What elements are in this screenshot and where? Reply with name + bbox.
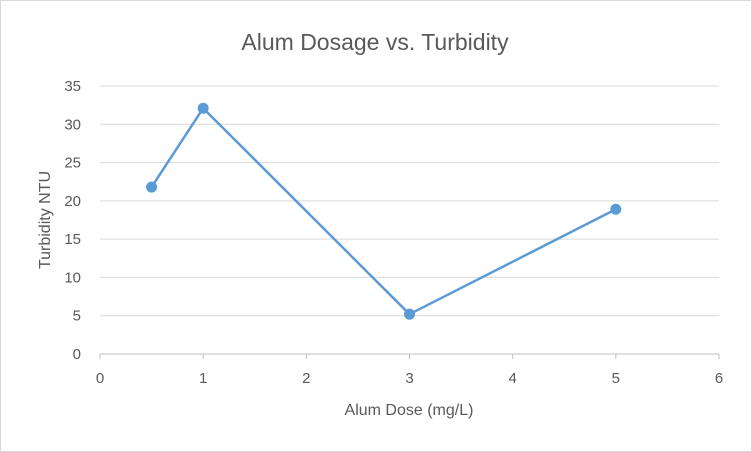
y-axis-title: Turbidity NTU [37,171,54,269]
gridlines [100,85,719,317]
x-tick-label: 3 [405,370,413,387]
y-tick-label: 30 [64,116,81,133]
y-tick-label: 35 [64,78,81,95]
y-tick-label: 15 [64,231,81,248]
y-tick-label: 25 [64,155,81,172]
x-tick-label: 6 [715,370,723,387]
y-tick-label: 0 [73,346,81,363]
data-point [404,308,415,320]
x-tick-label: 0 [96,370,104,387]
y-tick-label: 20 [64,193,81,210]
x-tick-label: 2 [302,370,310,387]
data-point [146,181,158,193]
x-tick-label: 1 [199,370,207,387]
series-line [150,106,617,316]
y-tick-label: 10 [64,269,81,286]
axes: 0 5 10 15 20 25 30 35 0 1 2 3 4 5 6 [64,78,723,387]
y-tick-label: 5 [73,308,81,325]
data-point [610,203,622,215]
x-axis-title: Alum Dose (mg/L) [345,402,474,419]
series-layer [146,102,622,320]
x-tick-label: 4 [508,370,516,387]
x-tick-label: 5 [612,370,620,387]
chart-title: Alum Dosage vs. Turbidity [241,29,509,55]
data-point [197,102,209,114]
